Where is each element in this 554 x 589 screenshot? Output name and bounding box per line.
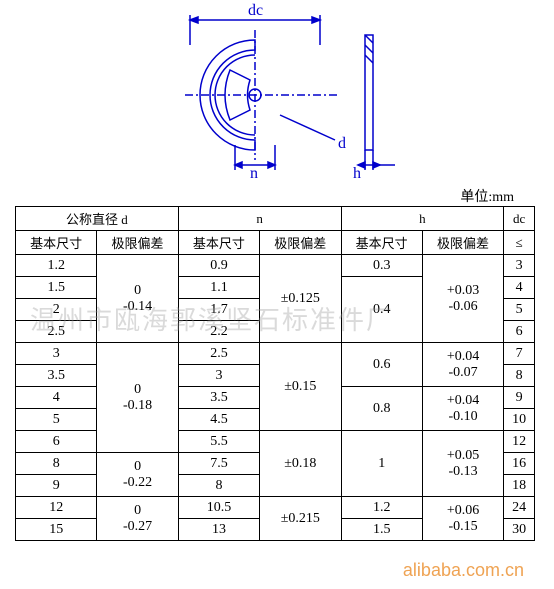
unit-label: 单位:mm	[460, 186, 514, 206]
header-basic: 基本尺寸	[16, 231, 97, 255]
header-tol: 极限偏差	[97, 231, 178, 255]
label-n: n	[250, 165, 258, 180]
table-row: 12 0 -0.27 10.5 ±0.215 1.2 +0.06 -0.15 2…	[16, 497, 535, 519]
header-dc-le: ≤	[504, 231, 535, 255]
label-dc: dc	[248, 2, 263, 19]
label-d: d	[338, 135, 346, 152]
table-row: 1.2 0 -0.14 0.9 ±0.125 0.3 +0.03 -0.06 3	[16, 255, 535, 277]
spec-table: 公称直径 d n h dc 基本尺寸 极限偏差 基本尺寸 极限偏差 基本尺寸 极…	[15, 206, 535, 541]
table-row: 3 0 -0.18 2.5 ±0.15 0.6 +0.04 -0.07 7	[16, 343, 535, 365]
header-basic: 基本尺寸	[178, 231, 259, 255]
label-h: h	[353, 165, 361, 180]
header-h: h	[341, 207, 504, 231]
header-n: n	[178, 207, 341, 231]
header-tol: 极限偏差	[422, 231, 503, 255]
header-dc: dc	[504, 207, 535, 231]
header-tol: 极限偏差	[260, 231, 341, 255]
watermark-site: alibaba.com.cn	[403, 560, 524, 581]
technical-diagram: dc d n h	[0, 0, 554, 180]
table-row: 6 5.5 ±0.18 1 +0.05 -0.13 12	[16, 431, 535, 453]
header-d: 公称直径 d	[16, 207, 179, 231]
header-basic: 基本尺寸	[341, 231, 422, 255]
